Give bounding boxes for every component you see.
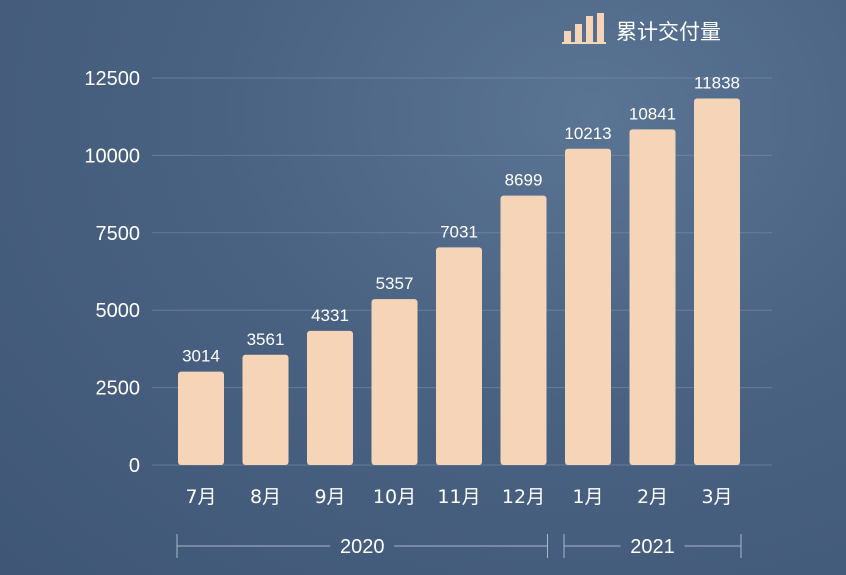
y-tick-label: 0 (129, 455, 140, 477)
x-tick-label: 1月 (572, 486, 603, 508)
data-label: 5357 (376, 274, 414, 293)
legend-label: 累计交付量 (616, 20, 721, 44)
bar-chart-icon (562, 13, 606, 44)
data-label: 10213 (564, 124, 611, 143)
x-tick-label: 3月 (701, 486, 732, 508)
data-label: 8699 (505, 171, 543, 190)
y-tick-label: 5000 (96, 300, 141, 322)
y-tick-label: 2500 (96, 378, 141, 400)
y-tick-label: 7500 (96, 223, 141, 245)
x-tick-label: 10月 (373, 486, 416, 508)
bar (500, 195, 547, 465)
bar (629, 129, 676, 465)
y-tick-label: 12500 (84, 68, 140, 90)
data-label: 11838 (694, 73, 740, 92)
bar (242, 354, 289, 465)
bar (178, 371, 224, 465)
bar (371, 299, 418, 465)
data-label: 7031 (440, 222, 478, 241)
data-label: 3561 (247, 330, 285, 349)
year-group-label: 2021 (630, 536, 675, 558)
y-tick-label: 10000 (84, 145, 140, 167)
year-group-label: 2020 (340, 536, 385, 558)
bar (694, 98, 740, 466)
x-tick-label: 2月 (637, 486, 668, 508)
bar (307, 330, 353, 465)
bar (436, 247, 482, 465)
data-label: 10841 (629, 104, 676, 123)
bar (565, 148, 611, 465)
x-tick-label: 8月 (250, 486, 281, 508)
x-tick-label: 11月 (437, 486, 480, 508)
legend: 累计交付量 (562, 13, 721, 44)
x-tick-label: 12月 (502, 486, 545, 508)
x-tick-label: 9月 (314, 486, 345, 508)
x-tick-label: 7月 (185, 486, 216, 508)
data-label: 3014 (182, 347, 220, 366)
data-label: 4331 (311, 306, 349, 325)
